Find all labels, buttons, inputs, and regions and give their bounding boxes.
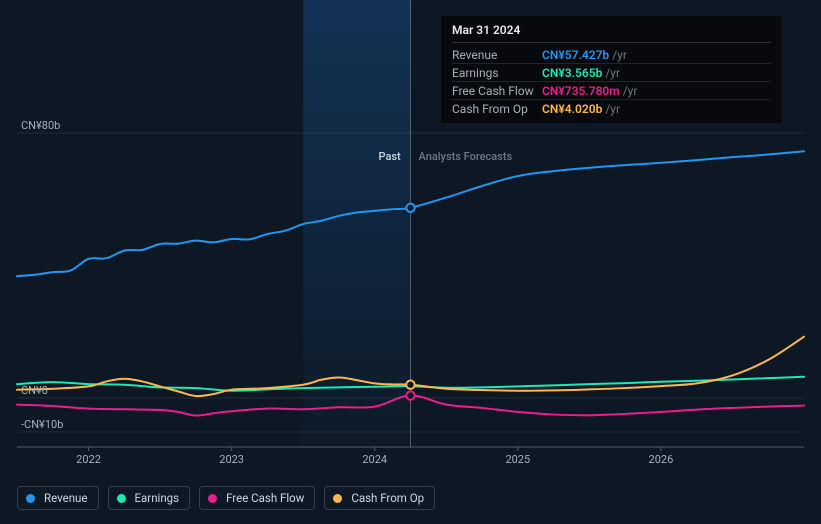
legend-label: Cash From Op [351, 491, 424, 505]
y-axis-label: CN¥0 [21, 384, 48, 397]
legend-dot-icon [26, 494, 35, 503]
tooltip-metric-value: CN¥3.565b [542, 66, 602, 80]
x-axis-label: 2026 [649, 453, 674, 466]
tooltip-metric-label: Free Cash Flow [452, 84, 542, 98]
tooltip-row: RevenueCN¥57.427b/yr [452, 46, 771, 64]
x-axis-label: 2025 [505, 453, 530, 466]
tooltip-row: Free Cash FlowCN¥735.780m/yr [452, 82, 771, 100]
tooltip-row: Cash From OpCN¥4.020b/yr [452, 100, 771, 117]
y-axis-label: -CN¥10b [21, 418, 63, 431]
tooltip-metric-value: CN¥735.780m [542, 84, 620, 98]
forecast-region-label: Analysts Forecasts [419, 150, 513, 163]
x-axis-label: 2023 [219, 453, 244, 466]
y-axis-label: CN¥80b [21, 119, 60, 132]
legend-item-cfo[interactable]: Cash From Op [324, 486, 435, 510]
tooltip-metric-unit: /yr [612, 48, 627, 62]
tooltip-metric-unit: /yr [605, 102, 620, 116]
past-region-label: Past [379, 150, 401, 163]
tooltip-metric-value: CN¥4.020b [542, 102, 602, 116]
legend-dot-icon [333, 494, 342, 503]
tooltip-metric-unit: /yr [605, 66, 620, 80]
tooltip-metric-label: Cash From Op [452, 102, 542, 116]
legend-item-revenue[interactable]: Revenue [17, 486, 99, 510]
legend-label: Earnings [135, 491, 180, 505]
tooltip-metric-unit: /yr [623, 84, 638, 98]
legend-item-earnings[interactable]: Earnings [108, 486, 191, 510]
hover-tooltip: Mar 31 2024 RevenueCN¥57.427b/yrEarnings… [441, 16, 782, 123]
tooltip-metric-value: CN¥57.427b [542, 48, 609, 62]
tooltip-metric-label: Revenue [452, 48, 542, 62]
legend-dot-icon [117, 494, 126, 503]
legend: Revenue Earnings Free Cash Flow Cash From O… [17, 486, 435, 510]
tooltip-row: EarningsCN¥3.565b/yr [452, 64, 771, 82]
legend-label: Free Cash Flow [226, 491, 304, 505]
tooltip-rows: RevenueCN¥57.427b/yrEarningsCN¥3.565b/yr… [452, 46, 771, 117]
tooltip-metric-label: Earnings [452, 66, 542, 80]
x-axis-label: 2022 [76, 453, 101, 466]
tooltip-date: Mar 31 2024 [452, 23, 771, 43]
x-axis-label: 2024 [362, 453, 387, 466]
legend-item-fcf[interactable]: Free Cash Flow [199, 486, 315, 510]
legend-label: Revenue [44, 491, 88, 505]
legend-dot-icon [208, 494, 217, 503]
